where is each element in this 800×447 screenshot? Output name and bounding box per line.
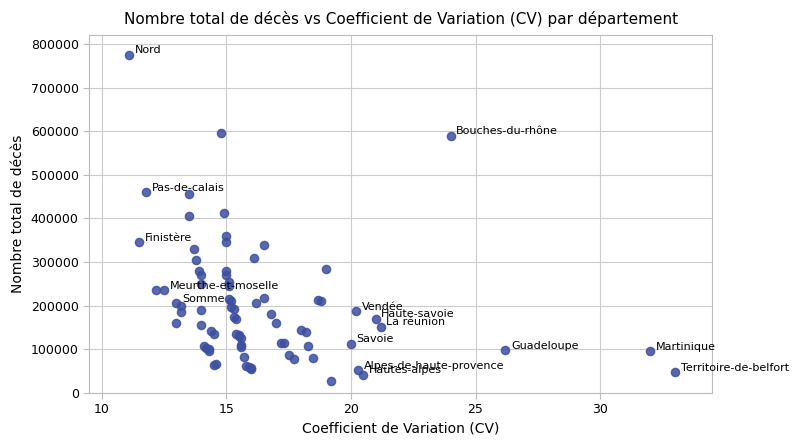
Point (294, 326, 307, 333)
Point (207, 361, 220, 368)
Point (234, 342, 247, 349)
Point (319, 265, 332, 272)
Point (325, 378, 338, 385)
Point (220, 238, 233, 245)
Point (277, 339, 290, 346)
Point (227, 306, 240, 313)
Point (195, 272, 208, 279)
Point (232, 333, 245, 340)
Point (218, 210, 230, 217)
Point (499, 346, 512, 354)
Point (195, 307, 208, 314)
Point (170, 320, 182, 327)
Point (182, 191, 195, 198)
Point (175, 308, 188, 316)
Point (230, 330, 242, 337)
Point (150, 287, 163, 294)
X-axis label: Coefficient de Variation (CV): Coefficient de Variation (CV) (302, 422, 499, 436)
Text: Alpes-de-haute-provence: Alpes-de-haute-provence (364, 361, 505, 371)
Point (227, 313, 240, 320)
Point (245, 365, 258, 372)
Point (222, 295, 235, 303)
Text: Martinique: Martinique (656, 342, 716, 352)
Point (230, 315, 242, 322)
Point (182, 213, 195, 220)
Point (222, 282, 235, 289)
Point (207, 330, 220, 337)
Text: Territoire-de-belfort: Territoire-de-belfort (681, 363, 789, 373)
Text: Somme: Somme (182, 294, 225, 304)
Point (669, 369, 682, 376)
Point (240, 363, 253, 370)
Point (300, 328, 313, 335)
Text: Nord: Nord (134, 46, 161, 55)
Text: Meurthe-et-moselle: Meurthe-et-moselle (170, 281, 278, 291)
Point (198, 343, 210, 350)
Point (242, 363, 255, 370)
Point (205, 327, 218, 334)
Point (133, 239, 146, 246)
Point (220, 272, 233, 279)
Point (350, 308, 362, 315)
Point (225, 303, 238, 310)
Point (282, 351, 295, 358)
Point (274, 339, 287, 346)
Point (190, 256, 202, 263)
Point (374, 323, 387, 330)
Text: Hautes-alpes: Hautes-alpes (369, 365, 442, 375)
Point (352, 367, 365, 374)
Point (222, 278, 235, 285)
Point (215, 130, 228, 137)
Point (287, 356, 300, 363)
Point (175, 302, 188, 309)
Point (234, 344, 247, 351)
Point (195, 322, 208, 329)
Point (225, 298, 238, 305)
Point (265, 311, 278, 318)
Text: Pas-de-calais: Pas-de-calais (152, 183, 225, 193)
Point (644, 347, 657, 354)
Point (192, 267, 205, 274)
Point (245, 364, 258, 371)
Text: Finistère: Finistère (145, 233, 192, 243)
Point (220, 232, 233, 240)
Point (258, 241, 270, 248)
Point (220, 267, 233, 274)
Point (370, 315, 382, 322)
Point (202, 346, 215, 353)
Point (258, 295, 270, 302)
Point (314, 298, 327, 305)
Y-axis label: Nombre total de décès: Nombre total de décès (11, 135, 25, 293)
Point (345, 340, 358, 347)
Point (210, 360, 222, 367)
Point (302, 343, 315, 350)
Point (238, 354, 250, 361)
Point (187, 245, 200, 253)
Text: Vendée: Vendée (362, 302, 403, 312)
Point (250, 300, 262, 307)
Point (158, 287, 170, 294)
Title: Nombre total de décès vs Coefficient de Variation (CV) par département: Nombre total de décès vs Coefficient de … (124, 11, 678, 27)
Text: Bouches-du-rhône: Bouches-du-rhône (456, 126, 558, 136)
Point (307, 354, 320, 362)
Point (140, 189, 153, 196)
Point (232, 331, 245, 338)
Point (444, 132, 457, 139)
Text: La réunion: La réunion (386, 317, 446, 327)
Point (357, 371, 370, 378)
Point (170, 300, 182, 307)
Text: Haute-savoie: Haute-savoie (382, 309, 455, 319)
Point (312, 297, 325, 304)
Point (270, 320, 282, 327)
Point (200, 344, 213, 351)
Text: Savoie: Savoie (357, 334, 394, 344)
Text: Guadeloupe: Guadeloupe (511, 341, 578, 351)
Point (247, 254, 260, 261)
Point (234, 335, 247, 342)
Point (122, 51, 135, 59)
Point (195, 280, 208, 287)
Point (202, 347, 215, 354)
